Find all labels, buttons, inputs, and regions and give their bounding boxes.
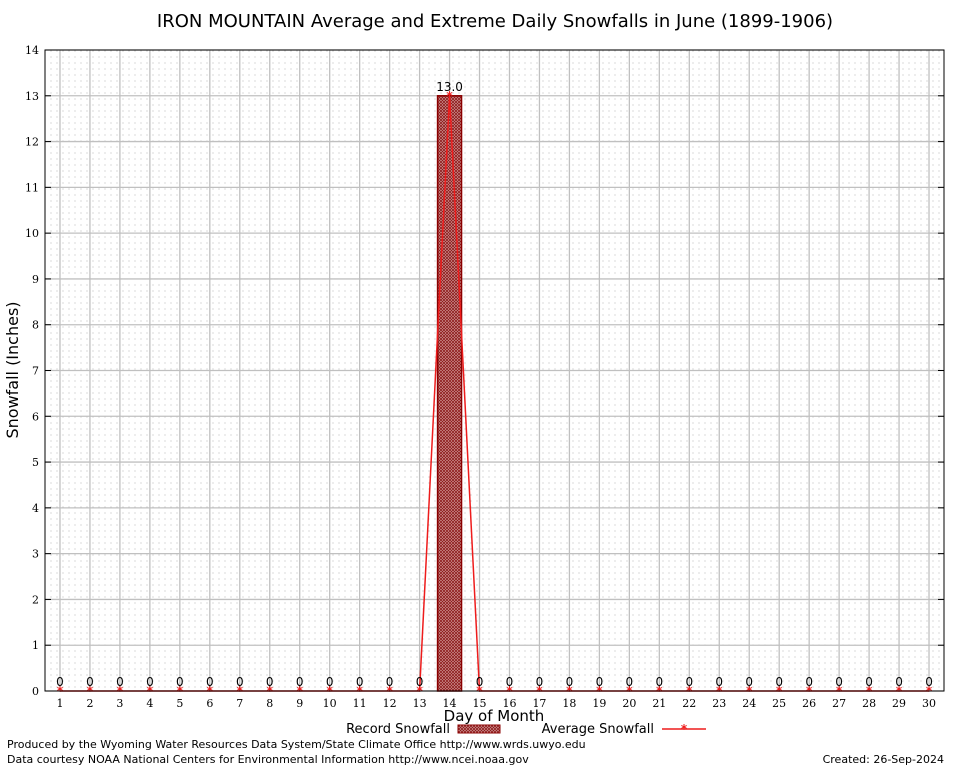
bar-value-label: 0: [835, 675, 843, 689]
bar-value-labels: 0 0 0 0 0 0 0 0 0 0 0 0 0 13.0 0 0 0 0 0 0 0 0 0 0 0 0 0 0 0 0: [56, 80, 933, 689]
y-tick-label: 8: [32, 319, 39, 332]
x-tick-label: 21: [652, 697, 666, 710]
y-tick-label: 10: [25, 227, 39, 240]
x-tick-label: 12: [383, 697, 397, 710]
x-tick-label: 9: [296, 697, 303, 710]
y-tick-label: 9: [32, 273, 39, 286]
record-snowfall-bars: [436, 95, 463, 692]
y-tick-label: 5: [32, 456, 39, 469]
legend: Record Snowfall Average Snowfall *: [346, 722, 706, 737]
x-tick-label: 5: [176, 697, 183, 710]
x-tick-label: 30: [922, 697, 936, 710]
x-tick-label: 7: [236, 697, 243, 710]
y-axis-label: Snowfall (Inches): [3, 301, 22, 438]
x-tick-label: 28: [862, 697, 876, 710]
x-tick-label: 26: [802, 697, 816, 710]
x-tick-label: 4: [146, 697, 153, 710]
y-tick-label: 4: [32, 502, 39, 515]
x-tick-label: 19: [592, 697, 606, 710]
footer-created: Created: 26-Sep-2024: [822, 753, 944, 766]
x-tick-label: 20: [622, 697, 636, 710]
x-tick-label: 1: [56, 697, 63, 710]
x-tick-label: 11: [353, 697, 367, 710]
chart-title: IRON MOUNTAIN Average and Extreme Daily …: [157, 11, 833, 32]
bar-value-label: 0: [116, 675, 124, 689]
x-tick-label: 18: [562, 697, 576, 710]
x-tick-label: 13: [413, 697, 427, 710]
footer-source: Data courtesy NOAA National Centers for …: [7, 753, 529, 766]
bar-value-label: 0: [805, 675, 813, 689]
bar-value-label: 0: [506, 675, 514, 689]
x-tick-label: 29: [892, 697, 906, 710]
x-tick-label: 22: [682, 697, 696, 710]
bar-value-label: 13.0: [436, 80, 463, 94]
x-tick-label: 3: [116, 697, 123, 710]
plot-frame: [44, 49, 945, 692]
bar-value-label: 0: [925, 675, 933, 689]
y-tick-label: 13: [25, 90, 39, 103]
x-tick-label: 10: [323, 697, 337, 710]
bar-value-label: 0: [146, 675, 154, 689]
bar-value-label: 0: [745, 675, 753, 689]
bar-value-label: 0: [715, 675, 723, 689]
bar-value-label: 0: [596, 675, 604, 689]
bar-value-label: 0: [176, 675, 184, 689]
x-tick-label: 27: [832, 697, 846, 710]
y-tick-label: 1: [32, 639, 39, 652]
y-tick-label: 6: [32, 410, 39, 423]
legend-record-swatch: [457, 724, 501, 734]
bar-value-label: 0: [775, 675, 783, 689]
y-tick-label: 3: [32, 548, 39, 561]
y-tick-label: 0: [32, 685, 39, 698]
average-point: *: [446, 89, 453, 103]
bar-value-label: 0: [56, 675, 64, 689]
x-tick-labels: 1 2 3 4 5 6 7 8 9 10 11 12 13 14 15 16 17 18 19 20 21 22 23 24 2…: [56, 697, 936, 710]
bar-value-label: 0: [386, 675, 394, 689]
legend-record-label: Record Snowfall: [346, 722, 450, 737]
x-tick-label: 23: [712, 697, 726, 710]
x-axis-label: Day of Month: [444, 707, 545, 725]
bar-value-label: 0: [206, 675, 214, 689]
x-tick-label: 15: [473, 697, 487, 710]
x-tick-label: 2: [86, 697, 93, 710]
y-tick-label: 7: [32, 365, 39, 378]
bar-value-label: 0: [356, 675, 364, 689]
x-tick-label: 14: [443, 697, 457, 710]
x-tick-label: 8: [266, 697, 273, 710]
bar-value-label: 0: [266, 675, 274, 689]
bar-value-label: 0: [236, 675, 244, 689]
bar-value-label: 0: [865, 675, 873, 689]
bar-value-label: 0: [895, 675, 903, 689]
bar-value-label: 0: [416, 675, 424, 689]
y-tick-label: 2: [32, 593, 39, 606]
bar-value-label: 0: [326, 675, 334, 689]
bar-value-label: 0: [86, 675, 94, 689]
y-tick-label: 11: [25, 181, 39, 194]
footer-credit: Produced by the Wyoming Water Resources …: [7, 738, 586, 751]
x-tick-label: 6: [206, 697, 213, 710]
record-bar: [436, 95, 463, 692]
bar-value-label: 0: [626, 675, 634, 689]
legend-average-label: Average Snowfall: [542, 722, 654, 737]
x-tick-label: 24: [742, 697, 756, 710]
bar-value-label: 0: [296, 675, 304, 689]
legend-average-marker: *: [681, 722, 688, 736]
y-tick-label: 12: [25, 136, 39, 149]
bar-value-label: 0: [655, 675, 663, 689]
bar-value-label: 0: [536, 675, 544, 689]
x-tick-label: 17: [532, 697, 546, 710]
x-tick-label: 25: [772, 697, 786, 710]
bar-value-label: 0: [476, 675, 484, 689]
bar-value-label: 0: [685, 675, 693, 689]
y-tick-label: 14: [25, 44, 39, 57]
x-tick-label: 16: [502, 697, 516, 710]
bar-value-label: 0: [566, 675, 574, 689]
